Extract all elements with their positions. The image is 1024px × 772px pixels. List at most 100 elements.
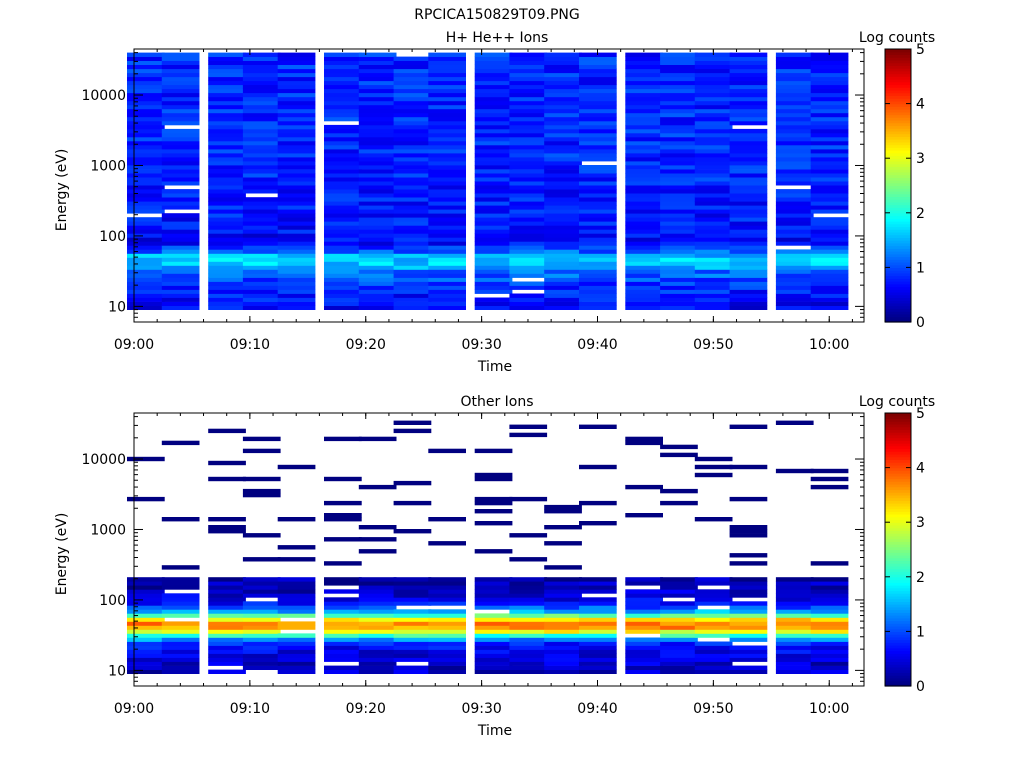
heatmap-cell (579, 617, 617, 622)
heatmap-cell (358, 92, 397, 98)
heatmap-cell (729, 225, 768, 230)
heatmap-cell (161, 257, 200, 262)
heatmap-cell (625, 273, 663, 278)
colorbar-swatch (885, 478, 911, 482)
colorbar-swatch (885, 634, 911, 638)
heatmap-cell (324, 64, 362, 70)
heatmap-cell (428, 657, 466, 662)
heatmap-cell (324, 657, 362, 662)
colorbar-tick-label: 5 (916, 406, 925, 422)
heatmap-cell (393, 165, 432, 170)
heatmap-cell (161, 669, 200, 674)
heatmap-cell (810, 645, 849, 650)
heatmap-cell (660, 241, 698, 246)
heatmap-cell (324, 537, 362, 542)
heatmap-cell (208, 100, 246, 106)
heatmap-cell (810, 189, 849, 194)
heatmap-cell (775, 116, 814, 122)
heatmap-cell (474, 60, 513, 65)
heatmap-cell (474, 633, 513, 638)
heatmap-cell (625, 205, 663, 210)
heatmap-cell (324, 257, 362, 262)
heatmap-cell (161, 601, 200, 606)
colorbar-swatch (885, 612, 911, 616)
heatmap-cell (544, 657, 582, 662)
heatmap-cell (324, 229, 362, 234)
heatmap-cell (694, 593, 733, 598)
heatmap-cell (579, 116, 617, 122)
heatmap-cell (694, 581, 733, 586)
heatmap-cell (474, 76, 513, 82)
heatmap-cell (358, 116, 397, 122)
heatmap-cell (324, 165, 362, 170)
colorbar-swatch (885, 574, 911, 578)
heatmap-cell (161, 641, 200, 646)
heatmap-cell (694, 269, 733, 274)
heatmap-cell (242, 621, 281, 626)
heatmap-cell (775, 265, 814, 270)
colorbar-swatch (885, 617, 911, 622)
heatmap-cell (544, 104, 582, 110)
colorbar-swatch (885, 51, 911, 56)
colorbar-swatch (885, 242, 911, 247)
colorbar-swatch (885, 579, 911, 583)
heatmap-cell (277, 645, 316, 650)
colorbar-tick-label: 0 (916, 679, 925, 695)
heatmap-cell (324, 281, 362, 286)
heatmap-cell (208, 193, 246, 198)
heatmap-cell (127, 60, 165, 65)
heatmap-cell (694, 669, 733, 674)
heatmap-cell (127, 645, 165, 650)
heatmap-cell (775, 617, 814, 622)
heatmap-cell (775, 165, 814, 170)
colorbar-swatch (885, 281, 911, 285)
heatmap-cell (428, 641, 466, 646)
heatmap-cell (358, 305, 397, 310)
colorbar-swatch (885, 210, 911, 214)
heatmap-cell (694, 597, 733, 602)
heatmap-cell (694, 64, 733, 70)
heatmap-cell (544, 629, 582, 634)
heatmap-cell (625, 625, 663, 630)
colorbar-swatch (885, 275, 911, 279)
heatmap-cell (509, 589, 548, 594)
heatmap-cell (810, 157, 849, 162)
heatmap-cell (625, 597, 663, 602)
heatmap-cell (393, 428, 432, 434)
heatmap-cell (428, 261, 466, 266)
figure-filename: RPCICA150829T09.PNG (414, 7, 579, 23)
heatmap-cell (428, 661, 466, 666)
heatmap-cell (127, 201, 165, 206)
heatmap-cell (660, 645, 698, 650)
heatmap-cell (810, 649, 849, 654)
heatmap-cell (358, 661, 397, 666)
heatmap-cell (544, 273, 582, 278)
heatmap-cell (428, 293, 466, 298)
heatmap-cell (544, 633, 582, 638)
heatmap-cell (660, 444, 698, 450)
heatmap-cell (358, 88, 397, 94)
heatmap-cell (242, 104, 281, 110)
panel-2-xlabel: Time (477, 723, 512, 739)
heatmap-cell (729, 193, 768, 198)
heatmap-cell (660, 605, 698, 610)
heatmap-cell (660, 293, 698, 298)
heatmap-cell (579, 92, 617, 98)
heatmap-cell (428, 140, 466, 146)
heatmap-cell (775, 225, 814, 230)
colorbar-swatch (885, 199, 911, 203)
heatmap-cell (161, 440, 200, 446)
heatmap-cell (509, 88, 548, 94)
heatmap-cell (428, 581, 466, 586)
heatmap-cell (474, 625, 513, 630)
heatmap-cell (393, 269, 432, 274)
heatmap-cell (208, 104, 246, 110)
heatmap-cell (161, 100, 200, 106)
heatmap-cell (694, 221, 733, 226)
heatmap-cell (127, 581, 165, 586)
heatmap-cell (393, 277, 432, 282)
heatmap-cell (579, 100, 617, 106)
heatmap-cell (544, 245, 582, 250)
heatmap-cell (625, 277, 663, 282)
heatmap-cell (810, 265, 849, 270)
